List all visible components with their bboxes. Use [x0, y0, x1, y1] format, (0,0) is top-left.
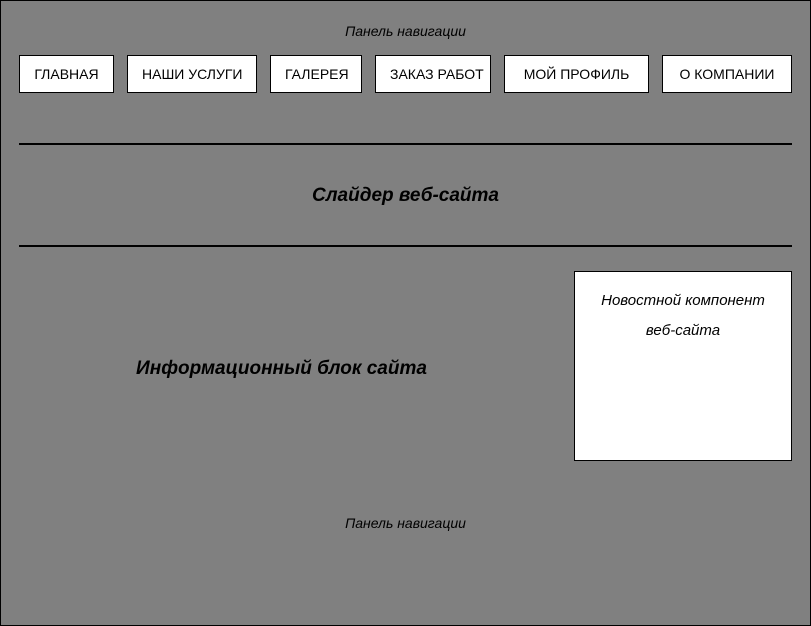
nav-button-home[interactable]: ГЛАВНАЯ	[19, 55, 114, 93]
news-component: Новостной компонент веб-сайта	[574, 271, 792, 461]
info-block-label: Информационный блок сайта	[136, 356, 427, 383]
nav-button-about[interactable]: О КОМПАНИИ	[662, 55, 792, 93]
navigation-bar: ГЛАВНАЯ НАШИ УСЛУГИ ГАЛЕРЕЯ ЗАКАЗ РАБОТ …	[1, 47, 810, 93]
nav-button-profile[interactable]: МОЙ ПРОФИЛЬ	[504, 55, 649, 93]
content-row: Информационный блок сайта Новостной комп…	[1, 247, 810, 467]
nav-button-services[interactable]: НАШИ УСЛУГИ	[127, 55, 257, 93]
slider-label: Слайдер веб-сайта	[1, 185, 810, 207]
nav-button-gallery[interactable]: ГАЛЕРЕЯ	[270, 55, 362, 93]
nav-panel-label-bottom: Панель навигации	[1, 467, 810, 531]
slider-section: Слайдер веб-сайта	[1, 145, 810, 245]
info-block: Информационный блок сайта	[19, 271, 574, 467]
nav-button-order[interactable]: ЗАКАЗ РАБОТ	[375, 55, 491, 93]
nav-panel-label-top: Панель навигации	[1, 1, 810, 47]
news-component-label: Новостной компонент веб-сайта	[585, 286, 781, 346]
